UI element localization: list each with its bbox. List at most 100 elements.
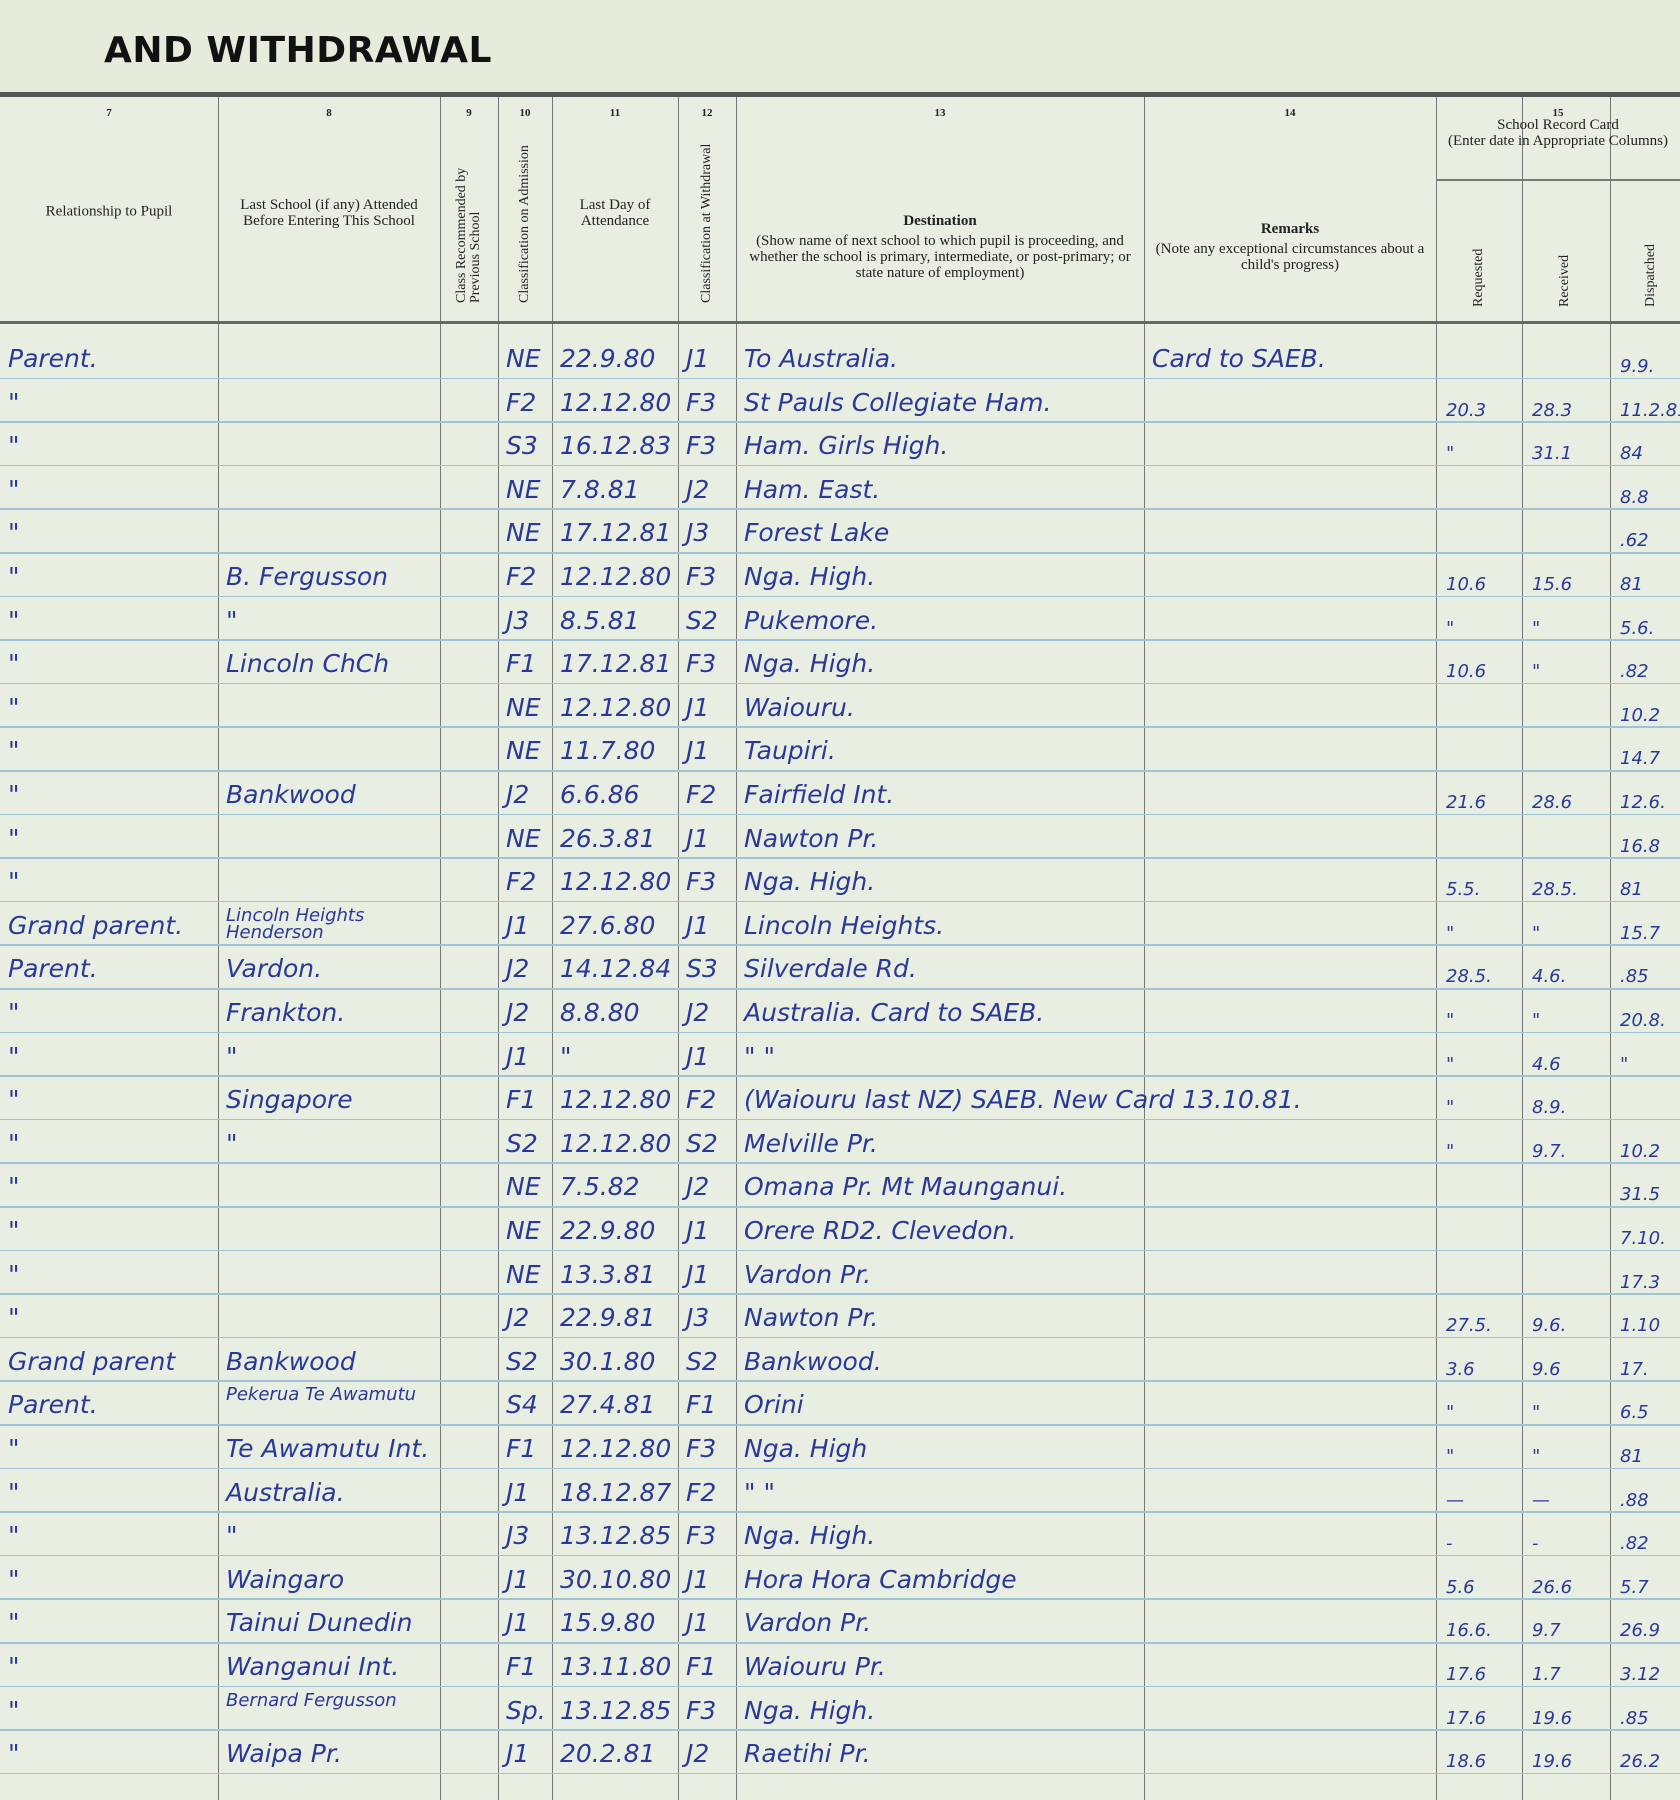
cell-card-requested: 20.3 bbox=[1446, 399, 1487, 421]
cell-class-admission: F2 bbox=[506, 867, 537, 897]
cell-class-admission: NE bbox=[506, 736, 541, 766]
cell-class-admission: S3 bbox=[506, 431, 538, 461]
cell-card-received: 28.5. bbox=[1532, 879, 1578, 901]
cell-destination: Lincoln Heights. bbox=[744, 910, 945, 940]
cell-class-withdrawal: J1 bbox=[686, 692, 710, 722]
cell-card-dispatched: .85 bbox=[1620, 1707, 1649, 1729]
cell-card-received: 1.7 bbox=[1532, 1664, 1561, 1685]
cell-class-admission: NE bbox=[506, 1259, 541, 1289]
cell-card-dispatched: 12.6. bbox=[1620, 792, 1666, 813]
column-divider bbox=[678, 97, 679, 1800]
column-label: Destination bbox=[903, 213, 977, 229]
cell-class-admission: S4 bbox=[506, 1390, 538, 1420]
cell-last-day: 12.12.80 bbox=[560, 562, 672, 591]
ruled-line bbox=[0, 1075, 1680, 1077]
cell-last-day: 22.9.80 bbox=[560, 1216, 656, 1245]
cell-card-dispatched: 16.8 bbox=[1620, 835, 1661, 857]
cell-card-dispatched: 8.8 bbox=[1620, 486, 1649, 508]
cell-last-school: Bernard Fergusson bbox=[226, 1689, 397, 1711]
cell-last-school: Waingaro bbox=[226, 1564, 345, 1594]
cell-card-dispatched: 81 bbox=[1620, 1446, 1643, 1467]
cell-card-dispatched: .85 bbox=[1620, 966, 1649, 988]
cell-last-school: Lincoln Heights Henderson bbox=[226, 904, 365, 943]
column-divider bbox=[1522, 97, 1523, 1800]
cell-card-dispatched: .82 bbox=[1620, 661, 1649, 683]
cell-card-received: 9.6 bbox=[1532, 1358, 1561, 1380]
column-number: 7 bbox=[106, 107, 112, 119]
subheader-row bbox=[1436, 179, 1680, 321]
ruled-line bbox=[0, 1642, 1680, 1644]
cell-destination: Australia. Card to SAEB. bbox=[744, 998, 1045, 1027]
column-number: 11 bbox=[609, 107, 621, 119]
cell-card-dispatched: 10.2 bbox=[1620, 704, 1661, 726]
cell-last-day: 7.5.82 bbox=[560, 1172, 640, 1202]
cell-card-requested: " bbox=[1446, 1140, 1455, 1162]
column-divider bbox=[498, 97, 499, 1800]
cell-remarks: Card to SAEB. bbox=[1152, 344, 1326, 373]
cell-destination: Vardon Pr. bbox=[744, 1608, 872, 1638]
cell-relationship: " bbox=[8, 1434, 20, 1463]
cell-destination: Nawton Pr. bbox=[744, 1303, 879, 1333]
cell-class-withdrawal: F3 bbox=[686, 431, 717, 461]
cell-relationship: " bbox=[8, 867, 20, 897]
cell-last-school: " bbox=[226, 1521, 238, 1551]
top-rule bbox=[0, 92, 1680, 97]
cell-destination: Silverdale Rd. bbox=[744, 954, 917, 984]
ruled-line bbox=[0, 1293, 1680, 1295]
cell-card-dispatched: 26.2 bbox=[1620, 1751, 1661, 1773]
column-number: 15 bbox=[1552, 107, 1564, 119]
cell-last-school: Vardon. bbox=[226, 954, 323, 984]
cell-last-day: 11.7.80 bbox=[560, 736, 656, 766]
cell-card-requested: 16.6. bbox=[1446, 1620, 1492, 1642]
cell-card-requested: 5.6 bbox=[1446, 1576, 1475, 1598]
column-number: 10 bbox=[519, 107, 531, 119]
cell-card-requested: 5.5. bbox=[1446, 879, 1481, 901]
cell-relationship: Parent. bbox=[8, 954, 98, 984]
cell-card-requested: " bbox=[1446, 922, 1455, 944]
cell-class-withdrawal: S2 bbox=[686, 605, 718, 635]
cell-class-withdrawal: J2 bbox=[686, 474, 710, 504]
cell-card-received: 8.9. bbox=[1532, 1097, 1567, 1119]
cell-class-withdrawal: J1 bbox=[686, 1041, 710, 1071]
cell-last-day: 12.12.80 bbox=[560, 1434, 672, 1463]
subheader-dispatched: Dispatched bbox=[1643, 244, 1658, 307]
column-header-7: 7 Relationship to Pupil bbox=[0, 97, 218, 323]
cell-class-admission: J3 bbox=[506, 605, 530, 635]
cell-class-withdrawal: J1 bbox=[686, 1259, 710, 1289]
cell-card-requested: 18.6 bbox=[1446, 1751, 1487, 1773]
cell-destination: Raetihi Pr. bbox=[744, 1739, 871, 1769]
cell-last-day: 12.12.80 bbox=[560, 1085, 672, 1115]
ruled-line bbox=[0, 1336, 1680, 1339]
column-header-11: 11 Last Day of Attendance bbox=[552, 97, 678, 323]
cell-class-withdrawal: F3 bbox=[686, 649, 717, 679]
cell-relationship: " bbox=[8, 1172, 20, 1202]
cell-class-admission: S2 bbox=[506, 1128, 538, 1158]
ruled-line bbox=[0, 1031, 1680, 1034]
cell-card-received: " bbox=[1532, 1446, 1541, 1467]
cell-last-school: " bbox=[226, 605, 238, 635]
ruled-line bbox=[0, 770, 1680, 772]
cell-last-school: Te Awamutu Int. bbox=[226, 1434, 430, 1463]
cell-destination: Forest Lake bbox=[744, 518, 890, 548]
cell-class-withdrawal: F3 bbox=[686, 1434, 717, 1463]
cell-card-received: " bbox=[1532, 617, 1541, 639]
cell-relationship: " bbox=[8, 692, 20, 722]
cell-card-received: 31.1 bbox=[1532, 443, 1573, 465]
column-label: Relationship to Pupil bbox=[45, 203, 173, 220]
cell-class-admission: J1 bbox=[506, 1608, 530, 1638]
ruled-line bbox=[0, 1772, 1680, 1775]
ruled-line bbox=[0, 595, 1680, 598]
ruled-line bbox=[0, 377, 1680, 380]
cell-class-withdrawal: F1 bbox=[686, 1390, 717, 1420]
cell-last-school: Pekerua Te Awamutu bbox=[226, 1384, 417, 1406]
cell-card-requested: — bbox=[1446, 1489, 1464, 1511]
cell-destination: Hora Hora Cambridge bbox=[744, 1564, 1017, 1594]
cell-class-admission: J2 bbox=[506, 1303, 530, 1333]
cell-card-requested: " bbox=[1446, 443, 1455, 465]
cell-card-dispatched: 31.5 bbox=[1620, 1184, 1661, 1206]
cell-class-admission: F2 bbox=[506, 387, 537, 417]
cell-class-admission: NE bbox=[506, 1172, 541, 1202]
cell-class-admission: NE bbox=[506, 518, 541, 548]
column-divider bbox=[552, 97, 553, 1800]
cell-destination: Nga. High. bbox=[744, 1521, 876, 1551]
